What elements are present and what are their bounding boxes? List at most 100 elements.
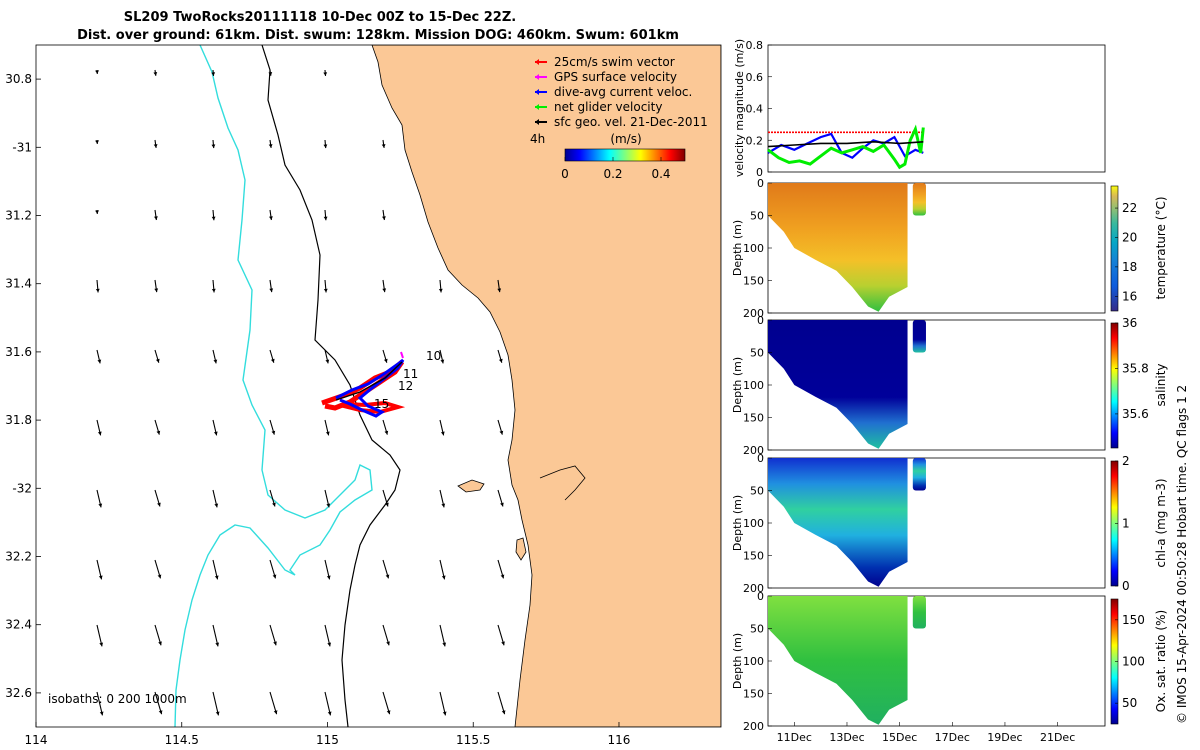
section-y-tick-label: 50 [750, 210, 764, 223]
geo-velocity-arrowhead [95, 70, 99, 74]
section-y-tick-label: 50 [750, 485, 764, 498]
geo-velocity-arrowhead [211, 144, 216, 149]
section-colorbar-tick-label: 22 [1122, 201, 1137, 215]
section-plot-1: 0 50 100 150 200 Depth (m) 16 18 20 22 temperature… [731, 177, 1168, 320]
section-plot-3: 0 50 100 150 200 Depth (m) 0 1 2 chl-a (mg m-3) [731, 452, 1168, 595]
section-y-tick-label: 0 [757, 452, 764, 465]
credit-text: © IMOS 15-Apr-2024 00:50:28 Hobart time.… [1175, 385, 1189, 724]
geo-velocity-arrow [269, 691, 278, 715]
geo-velocity-arrowhead [214, 575, 219, 580]
section-y-tick-label: 150 [743, 412, 764, 425]
section-colorbar-label: salinity [1154, 363, 1168, 406]
section-plot-2: 0 50 100 150 200 Depth (m) 35.6 35.8 36 salinity [731, 314, 1168, 457]
section-y-tick-label: 200 [743, 582, 764, 595]
geo-velocity-arrowhead [323, 216, 328, 221]
legend-swatch-arrowhead [535, 74, 539, 80]
island-2 [515, 537, 527, 561]
legend-entry-label: GPS surface velocity [554, 70, 677, 84]
geo-velocity-arrowhead [384, 430, 389, 435]
geo-velocity-arrowhead [97, 359, 102, 364]
map-y-tick-label: 31.8 [5, 413, 32, 427]
geo-velocity-arrowhead [323, 72, 328, 76]
track-day-label-15: 15 [374, 397, 389, 411]
geo-velocity-arrowhead [158, 641, 162, 646]
section-y-label: Depth (m) [731, 220, 744, 276]
section-y-tick-label: 200 [743, 720, 764, 733]
geo-velocity-arrowhead [441, 575, 446, 580]
section-y-tick-label: 150 [743, 550, 764, 563]
isobath-200m [261, 45, 401, 727]
speed-colorbar: (m/s) 0 0.2 0.4 [561, 132, 686, 181]
geo-velocity-arrowhead [386, 710, 391, 715]
geo-velocity-arrowhead [99, 711, 104, 716]
geo-velocity-arrowhead [442, 642, 447, 647]
map-y-tick-label: 32.4 [5, 618, 32, 632]
time-axis-tick-label: 11Dec [777, 731, 812, 744]
section-colorbar-tick-label: 18 [1122, 260, 1137, 274]
velocity-series [767, 124, 925, 170]
geo-velocity-arrowhead [213, 359, 218, 364]
island-1 [457, 479, 485, 493]
legend-entry-label: sfc geo. vel. 21-Dec-2011 [554, 115, 708, 129]
velocity-y-tick-label: 0 [756, 166, 763, 179]
geo-velocity-arrow [382, 624, 390, 646]
geo-velocity-arrow [439, 691, 446, 716]
geo-velocity-arrowhead [153, 144, 158, 148]
geo-velocity-arrowhead [268, 72, 273, 76]
velocity-series-line [767, 140, 924, 148]
geo-velocity-arrowhead [382, 216, 386, 221]
geo-velocity-arrowhead [381, 144, 386, 148]
geo-velocity-arrowhead [213, 431, 218, 436]
time-axis-tick-label: 15Dec [882, 731, 917, 744]
geo-velocity-arrow [154, 691, 163, 715]
gps-surface-velocity-marker [400, 351, 404, 359]
track-day-label-10: 10 [426, 349, 441, 363]
geo-velocity-arrowhead [323, 144, 328, 149]
map-y-tick-label: 30.8 [5, 72, 32, 86]
geo-velocity-arrowhead [271, 430, 276, 435]
map-x-tick-label: 114.5 [165, 733, 199, 747]
geo-velocity-arrow [324, 624, 331, 647]
geo-velocity-arrowhead [273, 710, 278, 715]
section-colorbar-label: chl-a (mg m-3) [1154, 478, 1168, 567]
map-y-axis: 30.8 -31 31.2 31.4 31.6 31.8 -32 32.2 32.4 32.6 [5, 72, 41, 700]
section-colorbar-tick-label: 150 [1122, 613, 1145, 627]
geo-velocity-arrowhead [325, 431, 330, 436]
geo-velocity-arrowhead [385, 502, 389, 507]
section-colorbar-tick-label: 35.6 [1122, 407, 1149, 421]
geo-velocity-arrowhead [501, 641, 505, 646]
velocity-y-tick-label: 0.8 [746, 39, 764, 52]
time-axis-tick-label: 13Dec [829, 731, 864, 744]
geo-velocity-arrowhead [325, 359, 330, 364]
geo-velocity-arrow [497, 624, 505, 646]
geo-velocity-arrowhead [382, 288, 387, 293]
geo-velocity-arrowhead [98, 575, 103, 580]
section-colorbar-tick-label: 36 [1122, 316, 1137, 330]
track-day-label-12: 12 [398, 379, 413, 393]
time-axis-tick-label: 21Dec [1040, 731, 1075, 744]
geo-velocity-arrowhead [327, 711, 332, 716]
geo-velocity-arrowhead [154, 288, 159, 293]
section-y-tick-label: 100 [743, 379, 764, 392]
geo-velocity-arrowhead [211, 288, 216, 293]
legend-entry-label: net glider velocity [554, 100, 662, 114]
section-y-tick-label: 50 [750, 347, 764, 360]
section-data-area [768, 596, 908, 725]
section-data-tail [912, 458, 926, 491]
map-y-tick-label: 31.2 [5, 209, 32, 223]
section-y-label: Depth (m) [731, 495, 744, 551]
time-axis-tick-label: 19Dec [987, 731, 1022, 744]
geo-velocity-arrowhead [270, 358, 275, 363]
time-step-label: 4h [530, 132, 545, 146]
geo-velocity-arrowhead [386, 641, 390, 646]
section-y-tick-label: 100 [743, 517, 764, 530]
map-x-tick-label: 114 [25, 733, 48, 747]
section-colorbar-tick-label: 1 [1122, 517, 1130, 531]
map-panel: 10 11 12 15 114 114.5 115 115.5 116 30.8-313… [5, 44, 722, 747]
geo-velocity-arrowhead [500, 574, 505, 579]
geo-velocity-arrowhead [211, 72, 216, 76]
geo-velocity-arrow [212, 624, 219, 647]
section-data-area [768, 320, 908, 449]
velocity-series-line [767, 132, 924, 159]
